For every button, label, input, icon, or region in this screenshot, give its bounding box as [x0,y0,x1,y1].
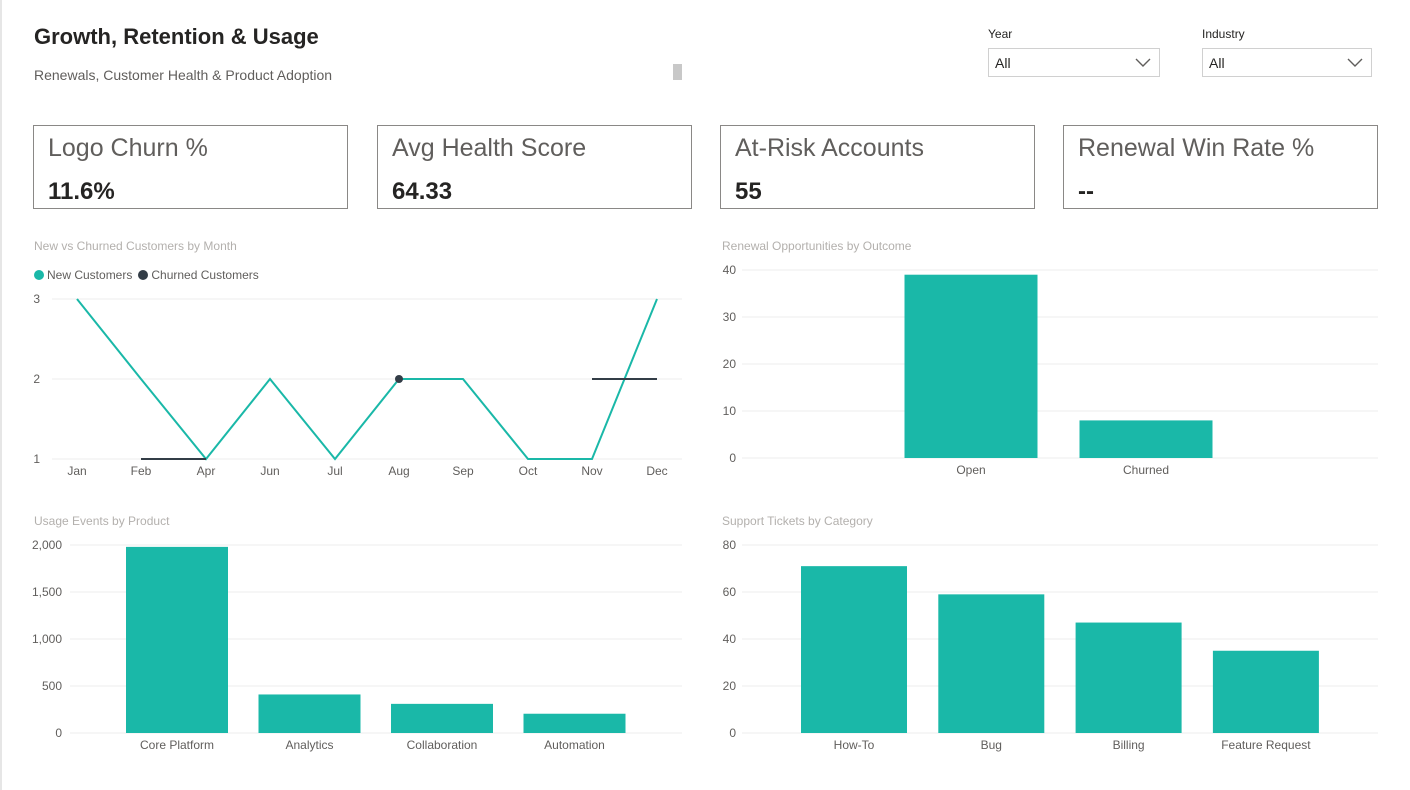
x-tick-label: Open [956,463,985,477]
chevron-down-icon [1135,58,1151,67]
canvas-left-border [0,0,2,790]
x-tick-label: Aug [388,464,409,478]
industry-dropdown[interactable]: All [1202,48,1372,77]
x-tick-label: How-To [834,738,875,752]
legend-dot-icon [34,270,44,280]
x-tick-label: Churned [1123,463,1169,477]
bar [523,713,626,733]
x-tick-label: Billing [1113,738,1145,752]
industry-dropdown-value: All [1209,54,1225,71]
y-tick-label: 1,000 [32,632,62,646]
bar [126,546,228,733]
line-chart-legend: New Customers Churned Customers [34,268,265,282]
year-dropdown-value: All [995,54,1011,71]
y-tick-label: 0 [729,451,736,465]
x-tick-label: Automation [544,738,605,752]
legend-label: Churned Customers [151,268,259,282]
bar [801,566,907,733]
support-chart-title: Support Tickets by Category [722,514,873,528]
x-tick-label: Bug [981,738,1002,752]
x-tick-label: Jan [67,464,86,478]
bar [1075,622,1182,733]
y-tick-label: 1 [33,452,40,466]
kpi-card-at-risk-accounts[interactable]: At-Risk Accounts 55 [720,125,1035,209]
y-tick-label: 40 [723,632,737,646]
bar [258,694,361,733]
industry-slicer-label: Industry [1202,27,1245,41]
legend-item-new-customers[interactable]: New Customers [34,268,132,282]
x-tick-label: Apr [197,464,216,478]
x-tick-label: Analytics [285,738,333,752]
year-slicer: Year All [988,27,1160,77]
x-tick-label: Feature Request [1221,738,1311,752]
y-tick-label: 500 [42,679,62,693]
x-tick-label: Dec [646,464,667,478]
y-tick-label: 3 [33,292,40,306]
bar [1079,420,1213,458]
y-tick-label: 60 [723,585,737,599]
kpi-label: Renewal Win Rate % [1078,134,1315,162]
renewal-chart-title: Renewal Opportunities by Outcome [722,239,912,253]
kpi-card-avg-health-score[interactable]: Avg Health Score 64.33 [377,125,692,209]
x-tick-label: Jun [260,464,279,478]
year-slicer-label: Year [988,27,1013,41]
y-tick-label: 2,000 [32,538,62,552]
y-tick-label: 1,500 [32,585,62,599]
industry-slicer: Industry All [1202,27,1374,77]
y-tick-label: 10 [723,404,737,418]
kpi-value: 64.33 [392,178,453,205]
kpi-label: Logo Churn % [48,134,208,162]
series-point-churned-customers [395,375,403,383]
y-tick-label: 40 [723,263,737,277]
bar [391,703,493,733]
kpi-card-renewal-win-rate[interactable]: Renewal Win Rate % -- [1063,125,1378,209]
chevron-down-icon [1347,58,1363,67]
x-tick-label: Oct [519,464,538,478]
kpi-label: At-Risk Accounts [735,134,924,162]
x-tick-label: Sep [452,464,474,478]
x-tick-label: Collaboration [407,738,478,752]
scrollbar-thumb[interactable] [673,64,682,80]
series-line-new-customers [76,298,658,461]
kpi-value: 11.6% [48,178,115,205]
legend-label: New Customers [47,268,133,282]
year-dropdown[interactable]: All [988,48,1160,77]
page-subtitle: Renewals, Customer Health & Product Adop… [34,67,333,83]
kpi-value: -- [1078,178,1094,205]
bar [938,594,1045,733]
x-tick-label: Nov [581,464,602,478]
bar [904,274,1038,458]
line-chart-title: New vs Churned Customers by Month [34,239,237,253]
x-tick-label: Core Platform [140,738,214,752]
page-title: Growth, Retention & Usage [34,24,319,49]
kpi-card-logo-churn[interactable]: Logo Churn % 11.6% [33,125,348,209]
y-tick-label: 30 [723,310,737,324]
y-tick-label: 2 [33,372,40,386]
bar [1212,650,1319,733]
y-tick-label: 80 [723,538,737,552]
kpi-value: 55 [735,178,762,205]
x-tick-label: Feb [131,464,152,478]
kpi-label: Avg Health Score [392,134,587,162]
x-tick-label: Jul [327,464,342,478]
y-tick-label: 0 [55,726,62,740]
legend-item-churned-customers[interactable]: Churned Customers [138,268,259,282]
y-tick-label: 20 [723,679,737,693]
y-tick-label: 20 [723,357,737,371]
y-tick-label: 0 [729,726,736,740]
usage-chart-title: Usage Events by Product [34,514,170,528]
legend-dot-icon [138,270,149,280]
